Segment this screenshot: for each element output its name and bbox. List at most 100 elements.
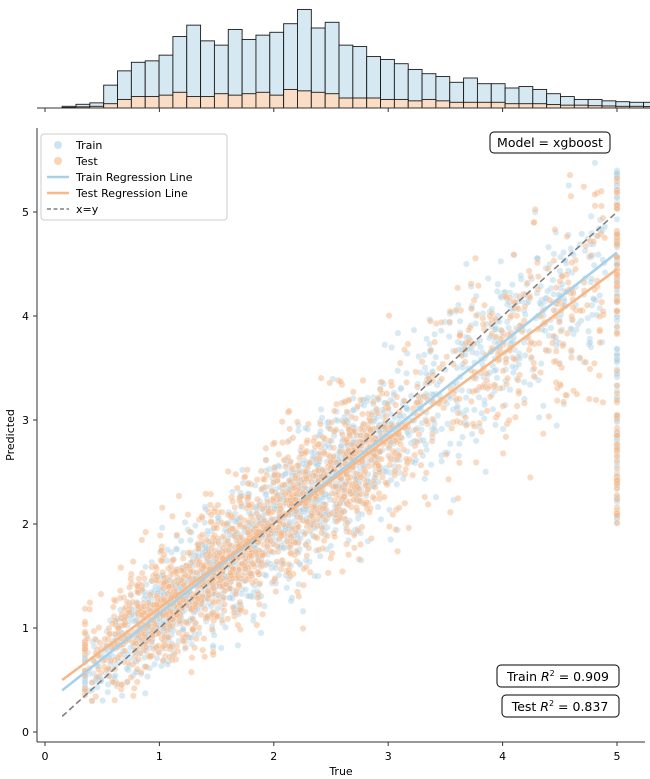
- test-r2-symbol: R: [540, 699, 549, 714]
- test-point: [134, 582, 142, 590]
- train-point: [419, 436, 427, 444]
- train-point: [567, 325, 574, 333]
- test-point: [324, 569, 332, 577]
- test-point: [121, 621, 129, 629]
- test-point: [165, 633, 173, 641]
- test-point: [314, 522, 321, 530]
- train-point: [613, 215, 621, 223]
- train-point: [590, 295, 598, 303]
- test-point: [510, 251, 518, 259]
- train-point: [586, 335, 594, 343]
- test-point: [214, 591, 222, 599]
- test-point: [121, 647, 129, 655]
- test-point: [245, 493, 252, 501]
- train-point: [272, 564, 279, 572]
- test-point: [168, 512, 176, 520]
- test-r2-superscript: 2: [549, 699, 554, 708]
- test-point: [158, 504, 166, 512]
- train-point: [459, 364, 466, 371]
- test-point: [230, 609, 238, 616]
- test-point: [479, 320, 487, 328]
- test-point: [417, 448, 424, 456]
- test-point: [81, 605, 89, 613]
- train-r2-value: = 0.909: [555, 669, 609, 684]
- train-point: [316, 427, 324, 435]
- train-regression-line-line: [61, 251, 618, 692]
- test-point: [317, 374, 325, 382]
- test-point: [557, 327, 565, 335]
- histogram-test-bar: [449, 101, 465, 109]
- x-tick-label: 2: [270, 750, 277, 763]
- test-point: [175, 492, 183, 500]
- train-point: [455, 452, 462, 460]
- test-point: [333, 517, 341, 525]
- test-point: [568, 259, 576, 266]
- test-point: [253, 621, 261, 629]
- train-point: [349, 406, 357, 414]
- test-point: [138, 586, 146, 594]
- test-point: [537, 369, 544, 376]
- test-point: [340, 418, 348, 426]
- test-point: [387, 378, 395, 386]
- test-point: [446, 508, 454, 516]
- test-point: [292, 508, 300, 515]
- test-point: [260, 516, 268, 524]
- histogram-test-bar: [421, 98, 437, 109]
- test-point: [428, 437, 436, 445]
- regression-lines: [61, 211, 618, 717]
- train-point: [590, 261, 598, 269]
- train-point: [141, 689, 149, 697]
- train-point: [492, 366, 500, 374]
- test-point: [187, 568, 194, 576]
- test-point: [613, 270, 621, 278]
- test-point: [158, 557, 166, 565]
- train-point: [394, 329, 402, 337]
- test-point: [232, 590, 240, 598]
- test-point: [81, 646, 89, 653]
- test-point: [613, 412, 621, 420]
- test-point: [598, 187, 605, 195]
- test-point: [613, 519, 621, 527]
- test-point: [316, 420, 324, 428]
- test-point: [393, 455, 401, 463]
- histogram-test-bar: [144, 96, 160, 109]
- test-point: [238, 560, 246, 568]
- test-point: [355, 485, 363, 493]
- test-point: [319, 466, 326, 474]
- test-point: [383, 390, 391, 398]
- train-point: [482, 468, 490, 476]
- train-point: [586, 338, 594, 346]
- test-point: [446, 307, 454, 315]
- train-point: [421, 475, 429, 483]
- test-point: [568, 346, 575, 354]
- train-point: [472, 320, 480, 327]
- test-point: [105, 630, 113, 638]
- train-point: [456, 317, 464, 325]
- test-point: [244, 480, 252, 487]
- train-point: [462, 406, 470, 414]
- train-point: [613, 345, 621, 353]
- test-point: [182, 618, 190, 626]
- test-point: [455, 459, 463, 467]
- test-point: [346, 430, 353, 438]
- test-point: [241, 523, 249, 531]
- test-point: [127, 575, 135, 582]
- test-point: [198, 514, 206, 521]
- train-point: [318, 414, 326, 422]
- model-annotation: Model = xgboost: [489, 131, 611, 154]
- test-point: [179, 555, 187, 562]
- test-point: [613, 323, 621, 330]
- test-point: [389, 511, 397, 518]
- test-point: [129, 692, 137, 700]
- train-r2-symbol: R: [541, 669, 550, 684]
- test-point: [300, 581, 307, 589]
- test-point: [204, 587, 212, 595]
- legend-test-line-label: Test Regression Line: [75, 187, 188, 200]
- test-point: [177, 577, 185, 584]
- test-point: [315, 546, 322, 554]
- test-point: [552, 379, 560, 386]
- test-point: [191, 644, 198, 652]
- train-point: [549, 276, 557, 284]
- test-point: [208, 626, 216, 633]
- train-point: [545, 243, 552, 251]
